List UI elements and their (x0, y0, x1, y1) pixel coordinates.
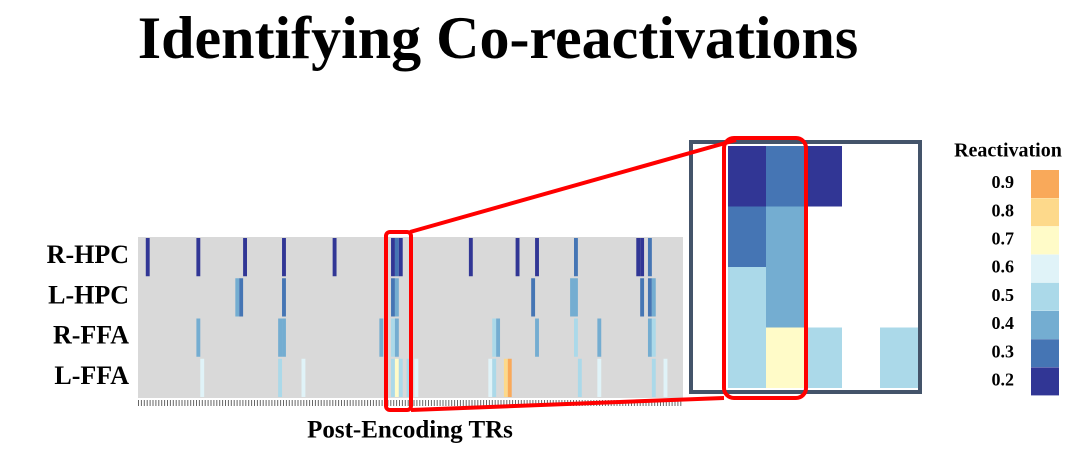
legend-label: 0.2 (992, 370, 1015, 390)
legend-label: 0.7 (992, 229, 1015, 249)
heatmap-cell (394, 278, 399, 317)
x-axis-label: Post-Encoding TRs (307, 417, 513, 444)
heatmap-cell (278, 318, 283, 357)
heatmap-cell (282, 238, 286, 277)
heatmap-cell (535, 318, 539, 357)
zoom-cell (766, 327, 804, 388)
row-label: L-HPC (48, 280, 129, 309)
zoom-cell (728, 206, 766, 267)
heatmap-cell (301, 358, 306, 397)
legend-label: 0.3 (992, 341, 1015, 361)
heatmap-cell (647, 318, 652, 357)
heatmap-cell (468, 238, 473, 277)
heatmap-cell (391, 238, 395, 277)
legend-label: 0.4 (992, 313, 1015, 333)
legend-title: Reactivation (954, 140, 1062, 162)
zoom-cell (804, 146, 842, 207)
row-label: R-FFA (53, 321, 129, 350)
legend-label: 0.8 (992, 200, 1015, 220)
heatmap-cell (492, 358, 497, 397)
zoom-cell (766, 146, 804, 207)
zoom-highlight (722, 136, 808, 400)
heatmap-cell (496, 318, 501, 357)
heatmap-cell (663, 358, 668, 397)
heatmap-cell (636, 238, 641, 277)
zoom-cell (766, 267, 804, 328)
heatmap-cell (640, 278, 645, 317)
heatmap-cell (394, 238, 399, 277)
legend-swatch (1031, 254, 1059, 283)
heatmap-cell (651, 278, 656, 317)
zoom-layer (728, 146, 918, 388)
heatmap-cell (398, 358, 403, 397)
zoom-cell (728, 146, 766, 207)
slide-title: Identifying Co-reactivations (138, 5, 859, 71)
heatmap-cell (282, 278, 286, 317)
zoom-highlight (384, 230, 413, 412)
legend-label: 0.6 (992, 257, 1015, 277)
zoom-cell (880, 327, 918, 388)
heatmap-cell (398, 238, 403, 277)
heatmap-cell (640, 238, 645, 277)
heatmap-cell (507, 358, 512, 397)
heatmap-cell (492, 318, 497, 357)
zoom-cell (766, 206, 804, 267)
heatmap-cell (535, 238, 539, 277)
zoom-connector (410, 396, 725, 412)
row-label: L-FFA (54, 361, 129, 390)
heatmap-cell (647, 238, 652, 277)
heatmap-cell (394, 358, 399, 397)
zoom-cell (728, 267, 766, 328)
heatmap-cell (570, 278, 574, 317)
zoom-connector (409, 138, 737, 234)
zoom-cell (804, 327, 842, 388)
heatmap-cell (200, 358, 205, 397)
heatmap-cell (196, 318, 201, 357)
heatmap-cell (651, 358, 656, 397)
legend-swatch (1031, 339, 1059, 368)
heatmap-cell (196, 238, 201, 277)
legend-label: 0.5 (992, 285, 1015, 305)
heatmap-cell (278, 358, 283, 397)
heatmap-cell (574, 238, 578, 277)
heatmap-cell (503, 358, 508, 397)
heatmap-cell (531, 278, 536, 317)
heatmap-cell (379, 318, 384, 357)
heatmap-cell (243, 238, 247, 277)
heatmap-cell (391, 318, 395, 357)
heatmap-cell (282, 318, 286, 357)
zoom-cell (728, 327, 766, 388)
legend-swatch (1031, 170, 1059, 198)
legend-swatch (1031, 282, 1059, 311)
heatmap-cell (394, 318, 399, 357)
legend-swatch (1031, 226, 1059, 255)
legend-swatch (1031, 198, 1059, 227)
heatmap-cell (577, 358, 582, 397)
heatmap-cell (574, 278, 578, 317)
heatmap-cell (391, 278, 395, 317)
heatmap-cell (414, 358, 419, 397)
heatmap-cell (597, 318, 602, 357)
row-label: R-HPC (47, 240, 129, 269)
heatmap-cell (239, 278, 244, 317)
legend-swatch (1031, 311, 1059, 339)
heatmap-cell (647, 278, 652, 317)
heatmap-cell (145, 238, 150, 277)
heatmap-cell (391, 358, 395, 397)
heatmap-cell (488, 358, 493, 397)
heatmap-cell (597, 358, 602, 397)
heatmap-cell (651, 318, 656, 357)
heatmap-cell (515, 238, 520, 277)
heatmap-cell (574, 318, 578, 357)
legend-swatch (1031, 367, 1059, 396)
heatmap-cell (406, 358, 411, 397)
heatmap-cell (332, 238, 337, 277)
heatmap-cell (235, 278, 240, 317)
legend-label: 0.9 (992, 172, 1015, 192)
